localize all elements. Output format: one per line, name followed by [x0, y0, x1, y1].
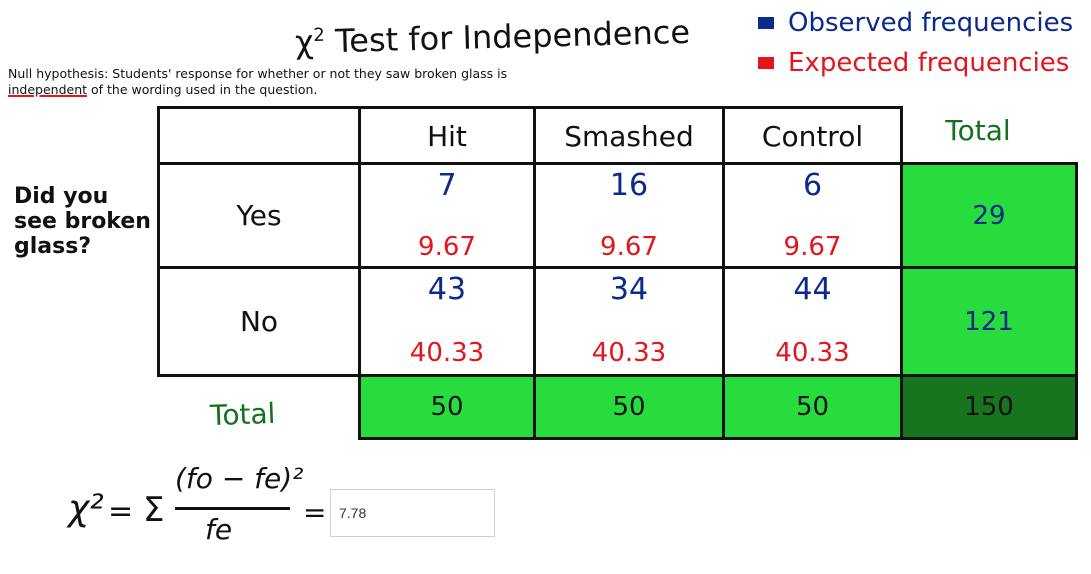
row-total-yes: 29 — [903, 165, 1075, 266]
grid-line-v5 — [1075, 162, 1078, 440]
grand-total: 150 — [903, 377, 1075, 437]
expected-value: 9.67 — [600, 232, 658, 262]
column-header-total: Total — [945, 113, 1011, 147]
formula-fraction-bar — [175, 507, 290, 510]
column-header-smashed: Smashed — [564, 119, 694, 153]
column-header-control: Control — [761, 119, 864, 153]
observed-value: 7 — [437, 168, 457, 203]
observed-value: 16 — [609, 168, 649, 203]
grid-line-v3 — [722, 106, 725, 440]
formula-numerator: (fo − fe)² — [175, 462, 304, 495]
formula-denominator: fe — [205, 513, 233, 546]
legend-observed: Observed frequencies — [758, 8, 1073, 38]
row-label-total: Total — [209, 396, 276, 433]
chi-squared-result-input[interactable] — [330, 489, 495, 537]
formula-sigma: Σ — [143, 490, 165, 530]
cell-no-control: 44 40.33 — [725, 272, 900, 370]
legend-observed-label: Observed frequencies — [788, 8, 1074, 38]
col-total-hit: 50 — [361, 377, 533, 437]
grid-line-bottom — [157, 374, 1078, 377]
grid-line-v4 — [900, 106, 903, 440]
cell-no-hit: 43 40.33 — [361, 272, 533, 370]
row-label-yes: Yes — [236, 199, 282, 232]
observed-value: 44 — [793, 272, 832, 307]
row-label-no: No — [239, 305, 279, 338]
observed-value: 34 — [609, 272, 649, 307]
expected-value: 9.67 — [783, 232, 842, 262]
grid-line-v1 — [358, 106, 361, 440]
independent-word: independent — [8, 82, 88, 97]
col-total-control: 50 — [725, 377, 900, 437]
cell-yes-hit: 7 9.67 — [361, 168, 533, 264]
cell-yes-smashed: 16 9.67 — [536, 168, 722, 264]
grid-line-total-bottom — [358, 437, 1078, 440]
grid-line-header — [157, 162, 1078, 165]
legend-expected-label: Expected frequencies — [788, 48, 1070, 78]
page-title: χ2 Test for Independence — [294, 12, 691, 62]
expected-value: 40.33 — [775, 338, 850, 368]
col-total-smashed: 50 — [536, 377, 722, 437]
legend-expected: Expected frequencies — [758, 48, 1069, 78]
grid-line-v0 — [157, 106, 160, 377]
grid-line-v2 — [533, 106, 536, 440]
expected-value: 40.33 — [591, 338, 667, 368]
expected-value: 9.67 — [418, 232, 476, 262]
formula-chi-squared: χ² — [68, 488, 104, 529]
grid-line-mid — [157, 266, 1078, 269]
column-header-hit: Hit — [427, 119, 467, 153]
formula-equals-result: = — [303, 496, 327, 529]
observed-swatch — [758, 17, 774, 29]
null-hypothesis: Null hypothesis: Students' response for … — [8, 66, 508, 97]
row-total-no: 121 — [903, 269, 1075, 374]
observed-value: 43 — [427, 272, 467, 307]
expected-value: 40.33 — [409, 338, 485, 368]
cell-yes-control: 6 9.67 — [725, 168, 900, 264]
expected-swatch — [758, 57, 774, 69]
formula-equals: = — [108, 494, 134, 529]
grid-line-top — [157, 106, 902, 109]
cell-no-smashed: 34 40.33 — [536, 272, 722, 370]
row-group-label: Did you see broken glass? — [14, 184, 151, 259]
observed-value: 6 — [802, 168, 823, 203]
